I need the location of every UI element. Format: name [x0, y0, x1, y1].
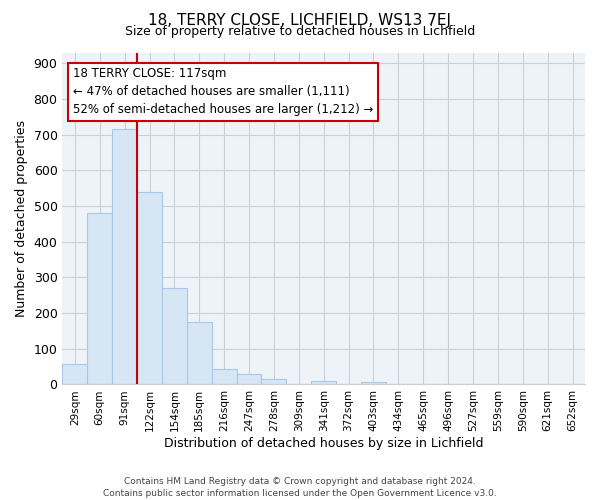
Text: 18 TERRY CLOSE: 117sqm
← 47% of detached houses are smaller (1,111)
52% of semi-: 18 TERRY CLOSE: 117sqm ← 47% of detached…: [73, 68, 373, 116]
Bar: [262, 379, 286, 384]
Bar: [187, 322, 212, 384]
Bar: [236, 374, 262, 384]
X-axis label: Distribution of detached houses by size in Lichfield: Distribution of detached houses by size …: [164, 437, 484, 450]
Bar: [62, 364, 88, 384]
Bar: [88, 213, 112, 384]
Text: 18, TERRY CLOSE, LICHFIELD, WS13 7EJ: 18, TERRY CLOSE, LICHFIELD, WS13 7EJ: [149, 12, 452, 28]
Bar: [311, 381, 336, 384]
Bar: [212, 370, 236, 384]
Bar: [162, 288, 187, 384]
Bar: [112, 129, 137, 384]
Text: Size of property relative to detached houses in Lichfield: Size of property relative to detached ho…: [125, 25, 475, 38]
Y-axis label: Number of detached properties: Number of detached properties: [15, 120, 28, 317]
Text: Contains HM Land Registry data © Crown copyright and database right 2024.
Contai: Contains HM Land Registry data © Crown c…: [103, 476, 497, 498]
Bar: [361, 382, 386, 384]
Bar: [137, 192, 162, 384]
